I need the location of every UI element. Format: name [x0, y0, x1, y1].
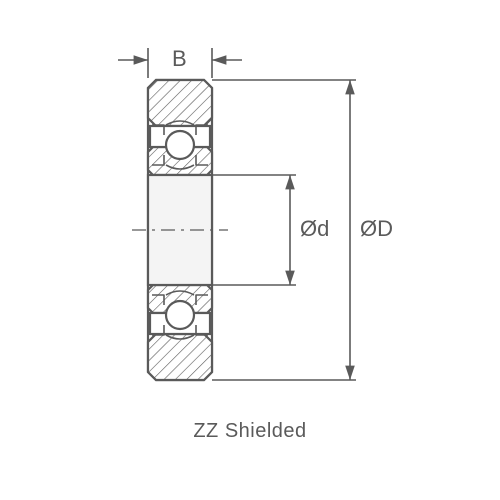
- dimension-label-width-B: B: [172, 46, 187, 72]
- dimension-label-bore-d: Ød: [300, 216, 329, 242]
- dimension-label-outer-D: ØD: [360, 216, 393, 242]
- figure-caption: ZZ Shielded: [0, 420, 500, 443]
- diagram-canvas: B Ød ØD ZZ Shielded: [0, 0, 500, 500]
